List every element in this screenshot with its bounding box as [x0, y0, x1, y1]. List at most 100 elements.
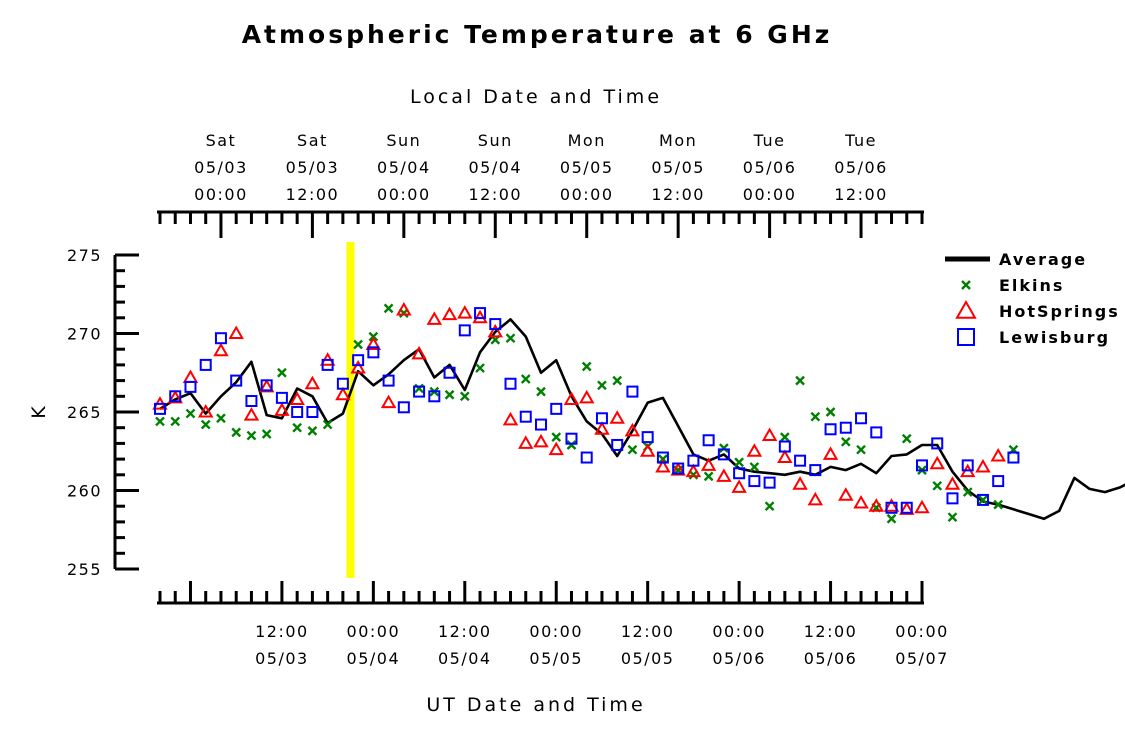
point-elkins	[795, 375, 805, 386]
legend-item-lewisburg: Lewisburg	[957, 328, 1110, 347]
point-hotsprings	[838, 487, 854, 501]
point-lewisburg	[504, 377, 517, 390]
point-elkins	[978, 495, 988, 505]
point-lewisburg	[976, 493, 989, 506]
bottom-tick-time: 12:00	[438, 622, 492, 641]
top-tick-date: 05/06	[834, 158, 888, 177]
point-elkins	[551, 432, 562, 442]
point-lewisburg	[184, 380, 197, 393]
point-hotsprings	[594, 421, 610, 435]
point-hotsprings	[213, 342, 229, 357]
legend-swatch-elkins	[961, 280, 971, 290]
point-lewisburg	[687, 454, 700, 467]
legend-label-lewisburg: Lewisburg	[999, 328, 1110, 347]
point-lewisburg	[763, 476, 776, 489]
point-lewisburg	[809, 464, 822, 477]
point-hotsprings	[365, 336, 382, 350]
top-tick-day: Sun	[386, 131, 421, 150]
top-tick-day: Tue	[753, 131, 786, 150]
point-elkins	[246, 430, 257, 441]
point-hotsprings	[518, 435, 534, 449]
series-hotsprings	[152, 301, 1006, 515]
point-elkins	[170, 416, 181, 427]
point-lewisburg	[641, 431, 654, 444]
point-elkins	[505, 333, 516, 344]
point-hotsprings	[304, 375, 321, 390]
top-tick-date: 05/03	[286, 158, 340, 177]
point-hotsprings	[685, 463, 702, 478]
point-hotsprings	[578, 389, 595, 404]
y-tick-label: 275	[67, 246, 102, 265]
point-elkins	[810, 411, 821, 422]
point-hotsprings	[822, 446, 839, 460]
top-tick-day: Mon	[659, 131, 697, 150]
point-hotsprings	[289, 391, 305, 405]
bottom-tick-time: 00:00	[712, 622, 766, 641]
point-hotsprings	[990, 447, 1006, 462]
point-hotsprings	[731, 479, 747, 493]
point-hotsprings	[197, 403, 214, 418]
bottom-tick-time: 12:00	[804, 622, 858, 641]
point-hotsprings	[472, 309, 488, 324]
top-axis-label: Local Date and Time	[410, 86, 662, 108]
bottom-tick-date: 05/04	[347, 649, 401, 668]
bottom-tick-time: 12:00	[621, 622, 675, 641]
point-lewisburg	[154, 402, 166, 415]
point-lewisburg	[474, 307, 487, 320]
bottom-tick-date: 05/03	[255, 649, 309, 668]
top-tick-date: 05/04	[377, 158, 431, 177]
point-hotsprings	[899, 501, 915, 515]
point-lewisburg	[717, 448, 730, 461]
point-hotsprings	[853, 495, 869, 509]
point-lewisburg	[397, 401, 410, 414]
point-hotsprings	[563, 391, 580, 405]
point-elkins	[901, 433, 912, 444]
y-tick-label: 255	[67, 560, 102, 579]
point-elkins	[612, 375, 623, 386]
point-elkins	[856, 444, 866, 455]
bottom-tick-time: 00:00	[895, 622, 949, 641]
point-hotsprings	[975, 458, 991, 473]
top-tick-time: 12:00	[651, 185, 705, 204]
legend-swatch-lewisburg	[957, 328, 975, 346]
legend-item-elkins: Elkins	[961, 276, 1062, 295]
top-tick-date: 05/04	[468, 158, 522, 177]
point-hotsprings	[228, 325, 244, 339]
point-elkins	[536, 386, 546, 397]
point-hotsprings	[411, 345, 427, 360]
point-hotsprings	[761, 427, 778, 442]
point-hotsprings	[243, 407, 260, 421]
legend-label-average: Average	[999, 250, 1087, 269]
point-hotsprings	[335, 386, 351, 401]
top-tick-time: 00:00	[377, 185, 431, 204]
point-hotsprings	[548, 441, 564, 456]
point-elkins	[520, 374, 531, 384]
point-elkins	[825, 407, 836, 417]
y-tick-label: 270	[67, 325, 102, 344]
top-tick-date: 05/05	[651, 158, 705, 177]
point-elkins	[155, 416, 165, 427]
point-hotsprings	[655, 458, 671, 473]
point-hotsprings	[167, 389, 183, 404]
series-average-line	[159, 318, 1125, 521]
axes: 255 260 265 270 275 12:00 05/03 00:00 05/04 12:00…	[67, 131, 949, 668]
point-elkins	[581, 361, 592, 372]
point-hotsprings	[807, 491, 824, 506]
point-lewisburg	[352, 354, 365, 367]
bottom-tick-date: 05/06	[712, 649, 766, 668]
point-lewisburg	[260, 379, 273, 392]
point-elkins	[962, 487, 973, 497]
point-lewisburg	[291, 406, 304, 418]
point-lewisburg	[672, 462, 685, 475]
point-hotsprings	[746, 443, 763, 457]
point-hotsprings	[883, 498, 900, 512]
point-elkins	[947, 512, 958, 523]
point-lewisburg	[550, 402, 563, 415]
point-hotsprings	[777, 449, 793, 464]
legend-item-hotsprings: HotSprings	[955, 299, 1118, 321]
point-hotsprings	[609, 410, 625, 424]
point-hotsprings	[457, 305, 473, 319]
point-lewisburg	[367, 346, 380, 359]
legend-item-average: Average	[945, 250, 1087, 269]
series-lewisburg	[154, 307, 1020, 514]
